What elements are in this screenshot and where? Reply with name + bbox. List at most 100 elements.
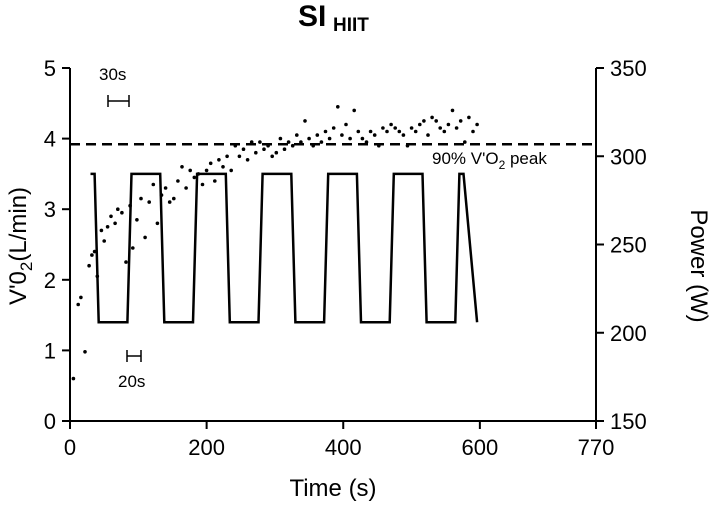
svg-text:Power (W): Power (W) — [685, 209, 712, 322]
vo2-point — [295, 133, 299, 137]
vo2-point — [83, 350, 87, 354]
vo2-point — [79, 295, 83, 300]
work-duration-label: 30s — [99, 65, 126, 84]
vo2-point — [258, 140, 262, 144]
y-left-tick-label: 4 — [44, 127, 56, 152]
y-right-tick-label: 250 — [610, 233, 647, 258]
vo2-series — [71, 105, 479, 381]
vo2-point — [344, 122, 348, 127]
vo2-point — [102, 239, 106, 243]
vo2-point — [249, 140, 254, 144]
y-right-tick-label: 350 — [610, 56, 647, 81]
vo2-point — [128, 203, 132, 208]
vo2-point — [87, 263, 91, 268]
vo2-point — [76, 302, 80, 307]
vo2-point — [418, 122, 422, 127]
y-right-tick-label: 150 — [610, 409, 647, 434]
vo2-point — [213, 179, 217, 183]
vo2-point — [315, 133, 320, 137]
vo2-point — [389, 122, 393, 127]
vo2-point — [163, 186, 168, 190]
vo2-point — [426, 133, 430, 137]
x-tick-label: 400 — [325, 435, 362, 460]
vo2-point — [204, 168, 209, 173]
vo2-point — [311, 143, 316, 148]
vo2-point — [397, 129, 402, 134]
work-duration-bracket — [107, 95, 130, 107]
vo2-point — [450, 108, 455, 113]
vo2-point — [172, 196, 176, 201]
vo2-point — [192, 175, 197, 180]
vo2-point — [233, 143, 238, 148]
y-left-tick-label: 5 — [44, 56, 56, 81]
chart-title: SI — [298, 0, 326, 33]
vo2-point — [340, 133, 344, 137]
vo2-point — [303, 119, 307, 123]
y-right-ticks: 150 200 250 300 350 — [596, 56, 647, 434]
vo2-point — [245, 158, 250, 162]
x-tick-label: 200 — [188, 435, 225, 460]
vo2-point — [327, 136, 332, 141]
vo2-point — [155, 221, 160, 226]
vo2-point — [422, 119, 426, 123]
x-ticks: 0 200 400 600 770 — [64, 421, 614, 460]
vo2-point — [176, 179, 180, 183]
vo2-point — [331, 126, 336, 130]
vo2-point — [405, 143, 410, 148]
threshold-label: 90% V'O2 peak — [432, 149, 547, 172]
vo2-point — [147, 200, 151, 204]
vo2-point — [413, 129, 418, 134]
x-tick-label: 0 — [64, 435, 76, 460]
vo2-point — [368, 129, 373, 134]
vo2-point — [71, 376, 76, 381]
vo2-point — [167, 200, 172, 204]
y-axis-right-title: Power (W) — [685, 209, 712, 322]
vo2-point — [385, 129, 389, 134]
vo2-point — [393, 126, 398, 130]
vo2-point — [454, 126, 459, 130]
vo2-point — [348, 136, 352, 141]
vo2-point — [446, 122, 451, 127]
vo2-point — [270, 154, 275, 159]
vo2-point — [241, 147, 246, 151]
vo2-point — [278, 136, 283, 141]
vo2-point — [274, 150, 279, 155]
vo2-point — [217, 158, 221, 162]
vo2-point — [208, 161, 213, 166]
vo2-point — [105, 225, 110, 229]
vo2-point — [442, 129, 447, 134]
vo2-point — [99, 228, 104, 233]
vo2-point — [92, 249, 97, 254]
vo2-point — [116, 207, 120, 211]
vo2-point — [360, 136, 365, 141]
vo2-point — [196, 172, 201, 176]
vo2-point — [307, 136, 311, 141]
vo2-point — [458, 119, 463, 123]
vo2-point — [113, 221, 117, 226]
vo2-point — [254, 150, 258, 155]
chart-subtitle: HIIT — [333, 15, 369, 36]
vo2-point — [131, 246, 135, 250]
vo2-point — [109, 214, 113, 219]
vo2-point — [372, 133, 377, 137]
vo2-point — [225, 154, 229, 159]
vo2-point — [151, 182, 156, 187]
vo2-point — [352, 108, 357, 113]
vo2-point — [409, 126, 414, 130]
vo2-point — [323, 129, 328, 134]
y-left-tick-label: 2 — [44, 268, 56, 293]
vo2-point — [401, 133, 406, 137]
axes — [69, 68, 597, 422]
y-right-tick-label: 200 — [610, 321, 647, 346]
vo2-point — [229, 168, 233, 173]
vo2-point — [262, 147, 266, 151]
vo2-point — [319, 140, 324, 144]
vo2-point — [237, 154, 242, 159]
vo2-point — [356, 129, 361, 134]
vo2-point — [377, 143, 381, 148]
x-axis-title: Time (s) — [289, 475, 376, 502]
y-left-ticks: 0 1 2 3 4 5 — [44, 56, 70, 434]
vo2-point — [290, 143, 295, 148]
vo2-point — [463, 140, 467, 144]
